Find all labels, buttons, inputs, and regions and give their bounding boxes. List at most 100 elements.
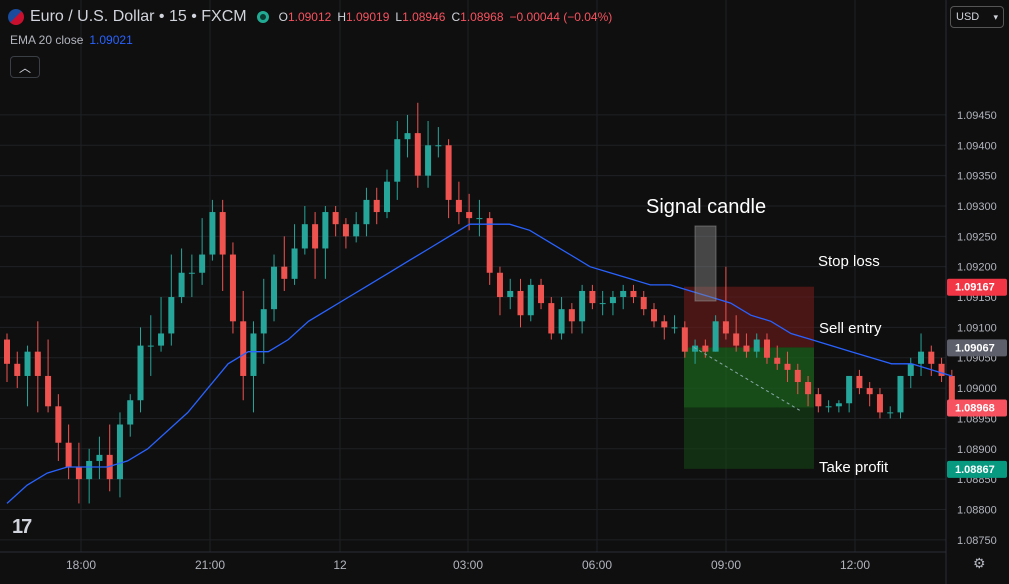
candle <box>681 327 688 352</box>
price-tick: 1.08750 <box>957 535 997 547</box>
candle <box>794 369 801 383</box>
take-profit-label: Take profit <box>819 459 889 476</box>
candle <box>363 199 370 225</box>
candle <box>774 357 781 364</box>
ema-value: 1.09021 <box>89 33 133 47</box>
candle <box>825 406 832 408</box>
chevron-up-icon: ︿ <box>18 60 31 75</box>
candle <box>887 412 894 414</box>
time-tick: 06:00 <box>582 558 612 572</box>
candle <box>918 351 925 364</box>
time-tick: 21:00 <box>195 558 225 572</box>
candle <box>291 248 298 279</box>
candle <box>96 454 103 461</box>
candle <box>445 145 452 200</box>
candle <box>414 133 421 176</box>
candle <box>548 303 555 334</box>
ema-legend[interactable]: EMA 20 close 1.09021 <box>10 33 133 47</box>
price-tick: 1.09250 <box>957 231 997 243</box>
position-zones <box>684 286 814 469</box>
candle <box>106 454 113 480</box>
price-tick: 1.09100 <box>957 322 997 334</box>
candle <box>568 309 575 322</box>
candle <box>332 212 339 225</box>
price-tag <box>947 278 1007 296</box>
candle <box>589 290 596 304</box>
price-tag-text: 1.09167 <box>955 282 995 294</box>
candle <box>271 266 278 310</box>
gear-icon[interactable]: ⚙ <box>973 555 986 571</box>
candle <box>763 339 770 358</box>
grid <box>0 0 947 584</box>
price-tag <box>947 339 1007 357</box>
candle <box>250 333 257 376</box>
time-tick: 12:00 <box>840 558 870 572</box>
candle <box>661 321 668 328</box>
candle <box>342 224 349 237</box>
candle <box>394 139 401 182</box>
time-tick: 09:00 <box>711 558 741 572</box>
candle <box>558 309 565 334</box>
collapse-legend-button[interactable]: ︿ <box>10 56 40 78</box>
candle <box>743 345 750 352</box>
candle <box>199 254 206 273</box>
time-axis: 18:00 21:00 12 03:00 06:00 09:00 12:00 <box>66 558 870 572</box>
price-tick: 1.08900 <box>957 444 997 456</box>
candle <box>312 224 319 249</box>
price-tick: 1.09350 <box>957 171 997 183</box>
stop-loss-zone <box>684 286 814 348</box>
candle <box>907 363 914 376</box>
stop-loss-label: Stop loss <box>818 253 880 270</box>
candle <box>260 309 267 334</box>
annotations: Signal candle Stop loss Sell entry Take pro… <box>646 196 889 476</box>
candle <box>835 403 842 407</box>
ohlc-values: O1.09012 H1.09019 L1.08946 C1.08968 −0.0… <box>279 10 613 24</box>
price-tick: 1.09200 <box>957 262 997 274</box>
candle <box>147 345 154 347</box>
candle <box>630 290 637 298</box>
candle <box>722 321 729 334</box>
candle <box>856 375 863 389</box>
price-tag <box>947 399 1007 417</box>
candle <box>476 218 483 220</box>
candle <box>55 406 62 443</box>
candle <box>14 363 21 376</box>
candle <box>455 199 462 213</box>
profit-zone <box>684 407 814 469</box>
target-path-dashed <box>693 346 801 411</box>
candle <box>609 297 616 304</box>
candle <box>640 297 647 310</box>
tradingview-logo-icon[interactable]: 17 <box>12 516 32 538</box>
candle <box>219 212 226 255</box>
currency-value: USD <box>956 11 980 23</box>
candle <box>34 351 41 376</box>
candle <box>712 321 719 352</box>
high-label: H <box>337 10 346 24</box>
low-label: L <box>395 10 403 24</box>
candle <box>24 351 31 376</box>
symbol-title[interactable]: Euro / U.S. Dollar • 15 • FXCM <box>30 8 247 25</box>
candle <box>116 424 123 480</box>
candle <box>651 309 658 322</box>
time-tick: 18:00 <box>66 558 96 572</box>
candle <box>784 363 791 370</box>
candle <box>4 339 10 364</box>
currency-select[interactable]: USD ▾ <box>950 6 1004 28</box>
price-tick: 1.09450 <box>957 110 997 122</box>
candle <box>466 212 473 219</box>
candle <box>507 290 514 298</box>
candle <box>404 133 411 140</box>
price-tag <box>947 460 1007 478</box>
ema-line <box>6 223 952 504</box>
candle <box>65 442 72 468</box>
price-tick: 1.08800 <box>957 505 997 517</box>
chart-header: Euro / U.S. Dollar • 15 • FXCM O1.09012 … <box>8 6 612 28</box>
candle <box>753 339 760 352</box>
candle <box>815 394 822 407</box>
candle <box>209 212 216 255</box>
signal-candle-highlight <box>694 225 717 302</box>
candle <box>168 297 175 334</box>
candle <box>876 394 883 413</box>
profit-zone-active <box>684 347 814 408</box>
